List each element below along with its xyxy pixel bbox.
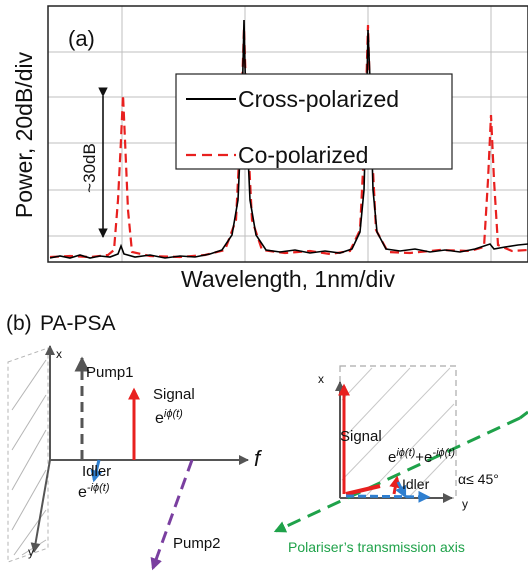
legend-co-label: Co-polarized: [238, 142, 368, 168]
legend-cross-label: Cross-polarized: [238, 86, 399, 112]
spectrum-panel: ~30dB (a) Cross-polarized Co-polarized P…: [11, 5, 528, 292]
polariser-label: Polariser’s transmission axis: [288, 539, 465, 555]
pa-psa-diagram: x f y Pump1 Signal eiϕ(t) Idler e-iϕ(t) …: [7, 345, 263, 571]
axis-f-label: f: [254, 446, 263, 471]
y-axis: [30, 459, 51, 553]
idler-phase: e-iϕ(t): [78, 482, 110, 501]
right-red-diag: [345, 484, 381, 496]
right-blue-dash: [345, 490, 431, 503]
right-red-small: [389, 475, 402, 495]
panel-b-label: (b): [6, 312, 32, 335]
panel-a-label: (a): [68, 26, 95, 51]
y-axis-label: Power, 20dB/div: [11, 51, 37, 218]
signal-label: Signal: [153, 386, 195, 403]
signal-phase: eiϕ(t): [155, 408, 183, 427]
right-axis-x-label: x: [318, 372, 324, 386]
x-axis-label: Wavelength, 1nm/div: [181, 266, 395, 292]
axis-y-label: y: [28, 545, 34, 559]
pump2-label: Pump2: [173, 535, 221, 552]
idler-arrow: [90, 459, 103, 483]
cross-polarized-trace: [49, 19, 528, 259]
phase-sum: eiϕ(t)+e-iϕ(t): [388, 447, 455, 466]
pump1-label: Pump1: [86, 364, 134, 381]
dynamic-range-label: ~30dB: [80, 143, 99, 193]
right-axis-y-label: y: [462, 497, 468, 511]
polariser-axis-tail: [519, 410, 528, 420]
axis-x-label: x: [56, 347, 62, 361]
panel-b-title: PA-PSA: [40, 312, 115, 335]
angle-label: α≤ 45°: [458, 471, 499, 487]
polarization-plane: [7, 347, 49, 563]
pump2-arrow: [150, 459, 194, 571]
polariser-axis-line: [273, 416, 521, 533]
legend: Cross-polarized Co-polarized: [175, 73, 453, 170]
right-blue-small: [395, 481, 407, 499]
plot-frame: [47, 5, 528, 263]
right-idler-label: Idler: [402, 476, 430, 492]
idler-label: Idler: [82, 463, 111, 480]
polariser-diagram: x y Polariser’s transmission axis Signal…: [273, 365, 528, 555]
right-signal-label: Signal: [340, 428, 382, 445]
